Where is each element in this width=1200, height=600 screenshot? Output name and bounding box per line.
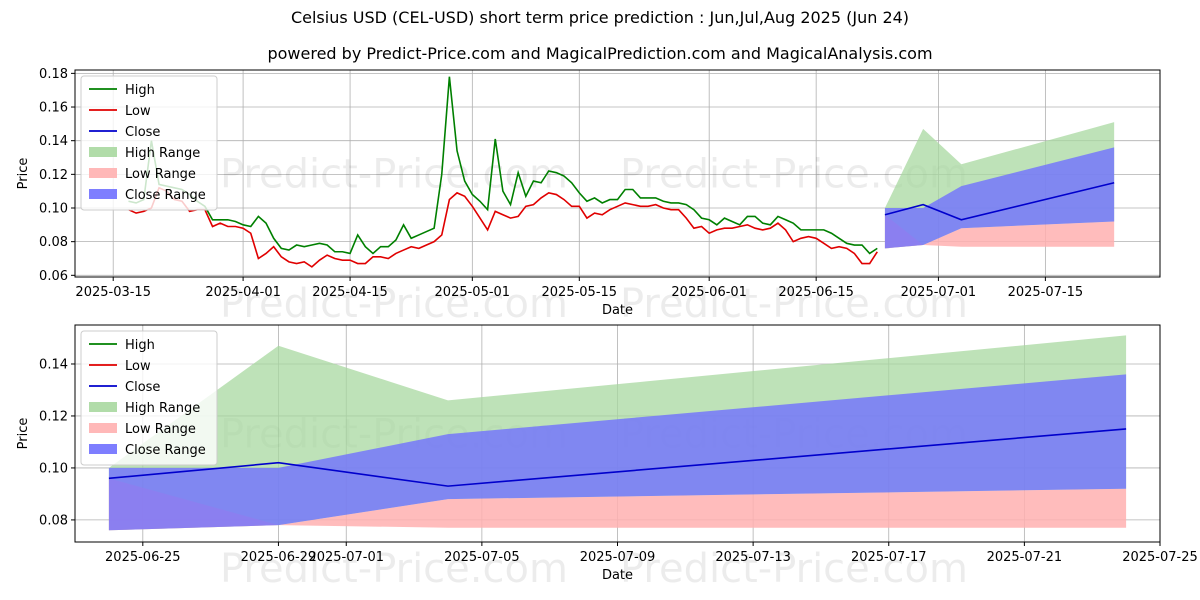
legend-low-range-swatch (89, 423, 117, 433)
chart-panel-2: Predict-Price.comPredict-Price.comPredic… (16, 324, 1198, 592)
legend-low-label: Low (125, 104, 151, 119)
legend-high-range-swatch (89, 402, 117, 412)
x-tick-label: 2025-07-09 (580, 550, 656, 565)
y-tick-label: 0.08 (39, 513, 68, 528)
chart-title: Celsius USD (CEL-USD) short term price p… (290, 8, 910, 27)
y-tick-label: 0.16 (39, 101, 68, 116)
legend-close-range-label: Close Range (125, 188, 206, 203)
legend-low-range-label: Low Range (125, 422, 196, 437)
close-series-line (108, 428, 1127, 487)
x-tick-label: 2025-07-25 (1122, 550, 1198, 565)
x-tick-label: 2025-07-13 (715, 550, 791, 565)
y-tick-label: 0.10 (39, 461, 68, 476)
plot-area (108, 335, 1127, 531)
x-tick-label: 2025-07-05 (444, 550, 520, 565)
x-tick-label: 2025-07-01 (308, 550, 384, 565)
x-tick-label: 2025-07-15 (1008, 285, 1084, 300)
legend-high-range-label: High Range (125, 146, 200, 161)
plot-frame (74, 69, 1161, 278)
legend-high-label: High (125, 338, 155, 353)
x-tick-label: 2025-07-21 (987, 550, 1063, 565)
legend-high-label: High (125, 83, 155, 98)
chart-panel-1: Predict-Price.com Predict-Price.com Predic… (16, 67, 1161, 327)
x-tick-label: 2025-03-15 (75, 285, 151, 300)
watermark-text: Predict-Price.com (220, 281, 568, 327)
legend: High Low Close High Range Low Range Close Ran… (80, 75, 218, 211)
y-tick-label: 0.18 (39, 67, 68, 82)
legend-low-range-swatch (89, 168, 117, 178)
x-tick-label: 2025-07-01 (901, 285, 977, 300)
legend-high-range-label: High Range (125, 401, 200, 416)
x-tick-label: 2025-06-01 (671, 285, 747, 300)
legend-close-label: Close (125, 125, 160, 140)
y-tick-label: 0.08 (39, 235, 68, 250)
x-tick-label: 2025-04-15 (312, 285, 388, 300)
watermark-text: Predict-Price.com (620, 546, 968, 592)
watermark-text: Predict-Price.com (220, 152, 568, 198)
y-tick-label: 0.10 (39, 202, 68, 217)
legend-high-range-swatch (89, 147, 117, 157)
x-tick-label: 2025-05-01 (435, 285, 511, 300)
legend-low-label: Low (125, 359, 151, 374)
x-tick-label: 2025-06-25 (105, 550, 181, 565)
watermark-text: Predict-Price.com (220, 546, 568, 592)
high-series-line (128, 76, 878, 255)
close-series-line (884, 181, 1115, 221)
x-axis-label: Date (602, 303, 633, 318)
x-tick-label: 2025-05-15 (542, 285, 618, 300)
legend-close-range-label: Close Range (125, 443, 206, 458)
legend-close-range-swatch (89, 444, 117, 454)
y-axis-label: Price (16, 158, 31, 190)
y-tick-label: 0.14 (39, 134, 68, 149)
y-tick-label: 0.06 (39, 269, 68, 284)
x-tick-label: 2025-06-15 (778, 285, 854, 300)
low-series-line (128, 186, 878, 268)
x-tick-label: 2025-04-01 (205, 285, 281, 300)
x-tick-label: 2025-07-17 (851, 550, 927, 565)
legend-low-range-label: Low Range (125, 167, 196, 182)
y-tick-label: 0.14 (39, 357, 68, 372)
y-axis-label: Price (16, 418, 31, 450)
x-tick-label: 2025-06-29 (241, 550, 317, 565)
low-range-band (108, 478, 1127, 531)
watermark-text: Predict-Price.com (620, 281, 968, 327)
close-range-band (884, 147, 1115, 249)
low-range-band (884, 214, 1115, 249)
y-tick-label: 0.12 (39, 409, 68, 424)
x-axis-label: Date (602, 568, 633, 583)
legend-close-range-swatch (89, 189, 117, 199)
chart-subtitle: powered by Predict-Price.com and Magical… (267, 44, 933, 63)
plot-area (128, 76, 1115, 268)
y-tick-label: 0.12 (39, 168, 68, 183)
legend: High Low Close High Range Low Range Close Ran… (80, 330, 218, 466)
close-range-band (108, 374, 1127, 531)
legend-close-label: Close (125, 380, 160, 395)
